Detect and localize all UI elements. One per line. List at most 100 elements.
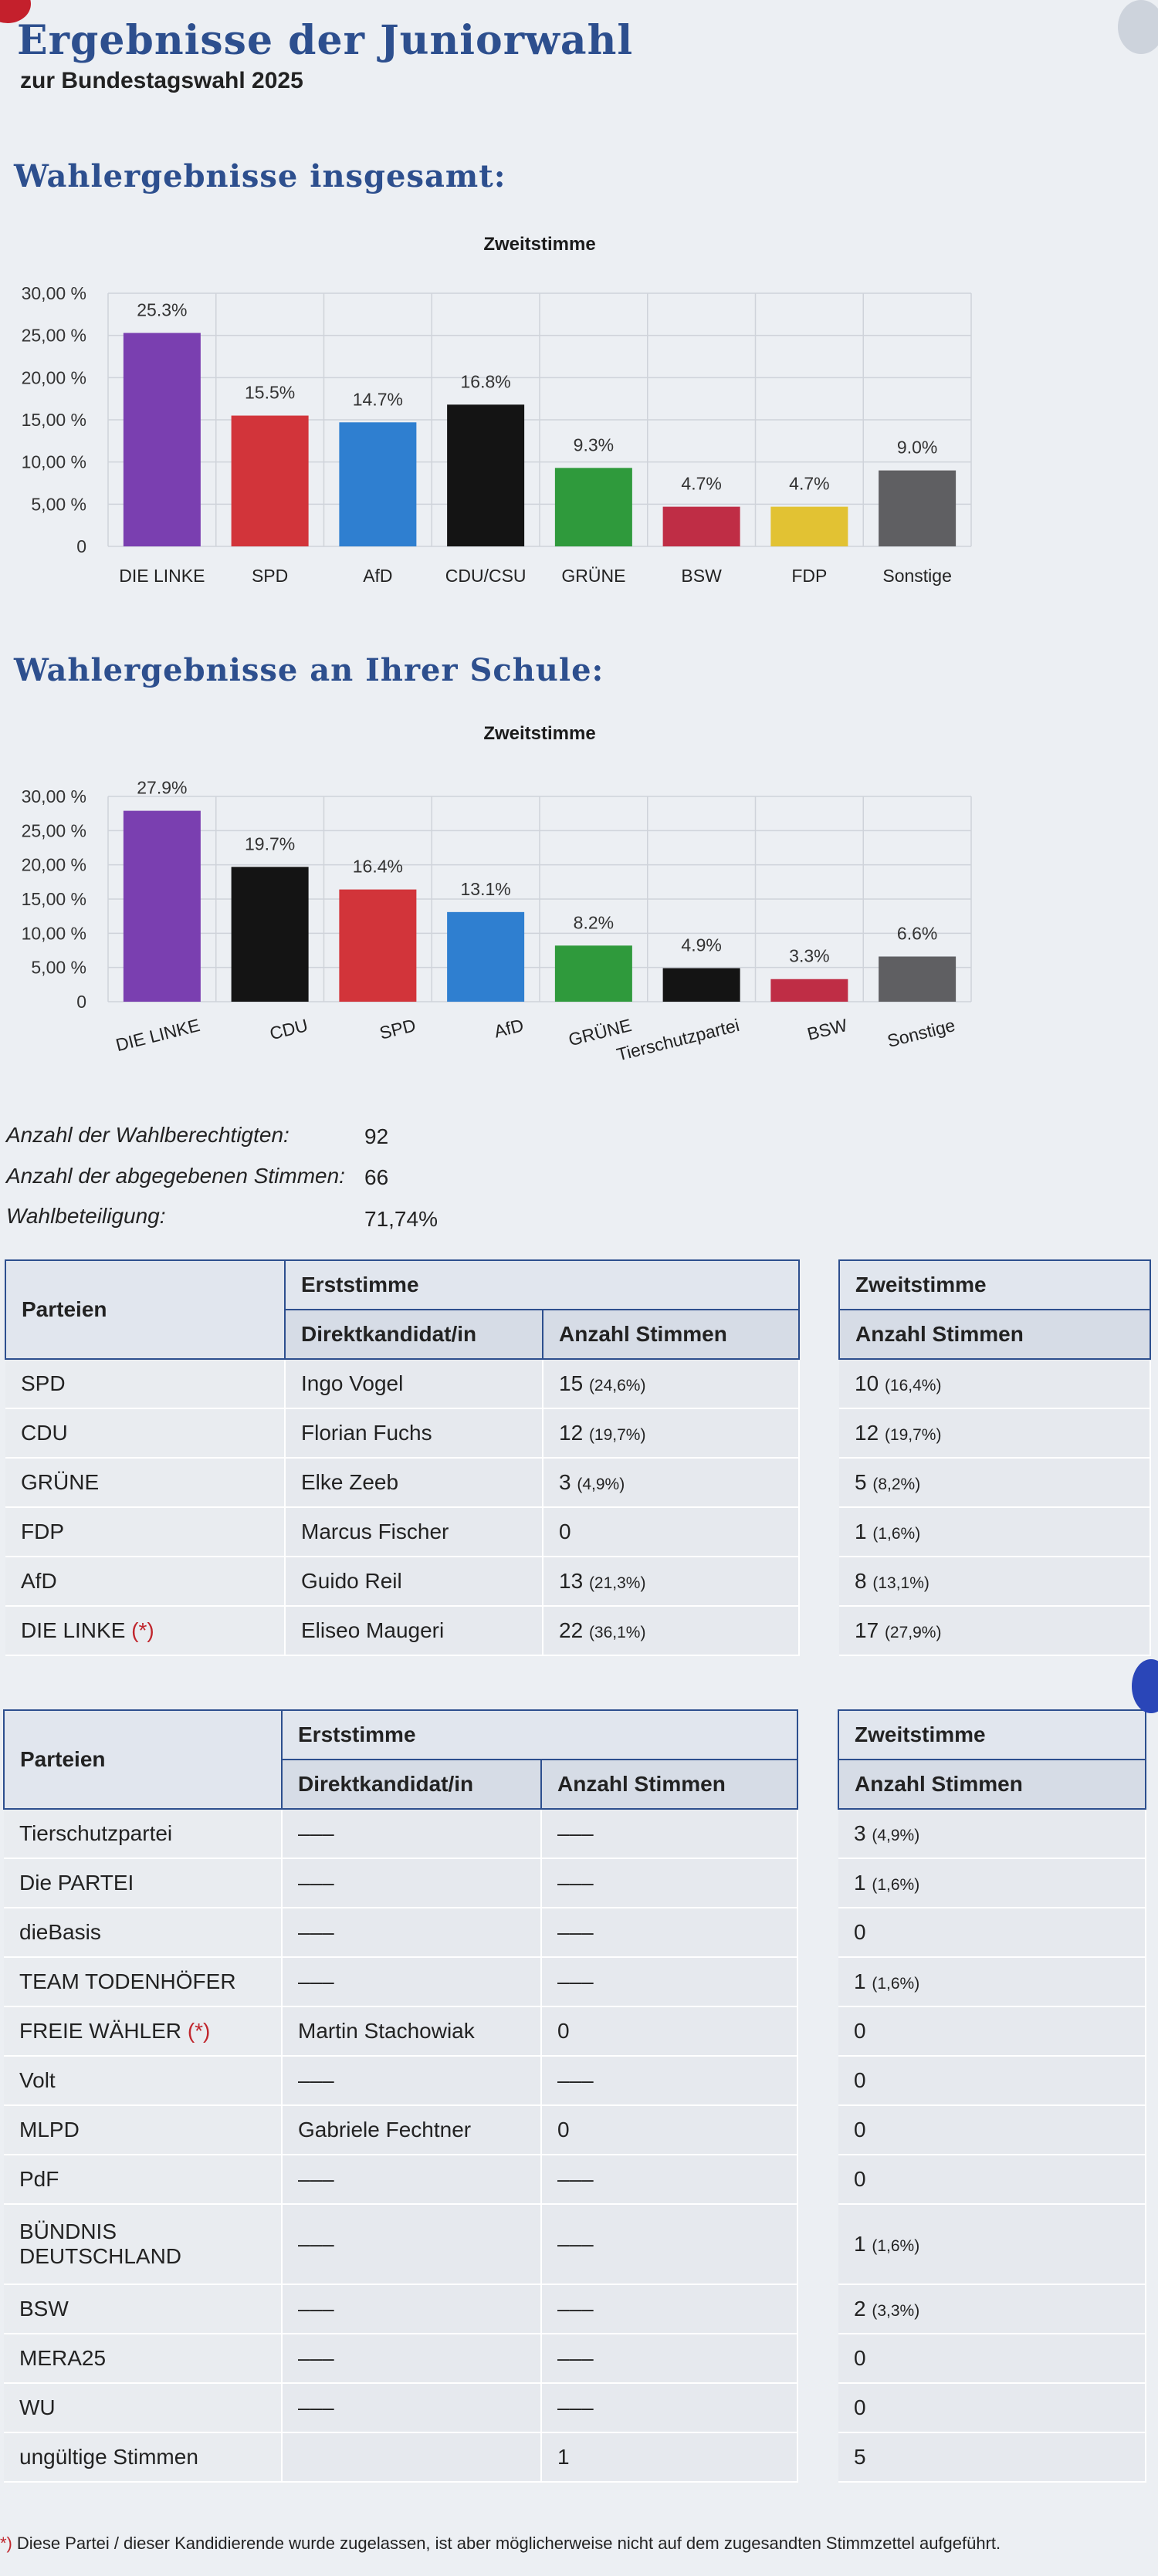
overall-x-tick-label: CDU/CSU: [445, 566, 527, 586]
second-vote-count-cell: 8 (13,1%): [839, 1557, 1151, 1607]
party-name-cell: PdF: [4, 2155, 283, 2205]
overall-bar: [123, 333, 201, 546]
first-vote-count: 0: [557, 2019, 570, 2043]
overall-chart-title: Zweitstimme: [483, 234, 595, 255]
party-name-cell: BÜNDNIS DEUTSCHLAND: [4, 2204, 283, 2285]
second-vote-count-cell: 1 (1,6%): [838, 1858, 1146, 1908]
pushpin-white: [1118, 0, 1158, 54]
table-row: BSW ––– –––: [4, 2284, 798, 2334]
second-vote-percent: (1,6%): [872, 2237, 920, 2255]
second-vote-count-cell: 1 (1,6%): [839, 1507, 1151, 1557]
second-vote-count: 0: [854, 2395, 866, 2419]
first-vote-count-cell: 13 (21,3%): [543, 1557, 800, 1607]
school-y-tick-label: 15,00 %: [22, 889, 86, 909]
party-name: dieBasis: [19, 1920, 101, 1944]
school-y-tick-label: 10,00 %: [22, 923, 86, 943]
party-name-cell: BSW: [4, 2284, 283, 2334]
second-vote-count-cell: 3 (4,9%): [838, 1809, 1146, 1859]
table-row: 1 (1,6%): [838, 1858, 1146, 1908]
overall-x-tick-label: BSW: [681, 566, 722, 586]
candidate-cell: –––: [282, 2155, 542, 2205]
table-row: MERA25 ––– –––: [4, 2334, 798, 2384]
party-name: GRÜNE: [21, 1470, 100, 1494]
second-vote-percent: (16,4%): [884, 1377, 942, 1394]
overall-data-label: 4.7%: [789, 474, 829, 494]
party-name-cell: MLPD: [4, 2105, 283, 2155]
table-row: dieBasis ––– –––: [4, 1908, 798, 1958]
candidate-name: –––: [298, 2068, 334, 2092]
second-vote-count: 0: [854, 2019, 866, 2043]
school-bar: [339, 889, 417, 1002]
candidate-cell: Elke Zeeb: [285, 1458, 543, 1508]
first-vote-count-cell: 0: [543, 1507, 800, 1557]
table-row: SPD Ingo Vogel 15 (24,6%): [5, 1359, 800, 1409]
table-row: GRÜNE Elke Zeeb 3 (4,9%): [5, 1458, 800, 1508]
candidate-name: –––: [298, 1920, 334, 1944]
overall-data-label: 9.3%: [574, 434, 614, 455]
school-y-tick-label: 30,00 %: [22, 786, 86, 806]
first-vote-count-cell: 0: [541, 2006, 798, 2057]
section-heading-overall: Wahlergebnisse insgesamt:: [14, 158, 506, 194]
first-vote-count: 13: [559, 1569, 584, 1593]
first-vote-count-cell: –––: [541, 2284, 798, 2334]
party-name: Die PARTEI: [19, 1871, 134, 1895]
school-bar: [123, 810, 201, 1002]
first-vote-count: –––: [557, 2297, 594, 2321]
table-row: FDP Marcus Fischer 0: [5, 1507, 800, 1557]
eligible-voters-value: 92: [364, 1124, 389, 1148]
school-data-label: 8.2%: [574, 912, 614, 932]
school-data-label: 3.3%: [789, 946, 829, 966]
second-vote-percent: (1,6%): [872, 1525, 921, 1543]
school-y-tick-label: 5,00 %: [31, 958, 86, 978]
second-vote-count: 3: [854, 1821, 866, 1845]
candidate-name: –––: [298, 1969, 334, 1993]
candidate-cell: [282, 2432, 542, 2483]
party-name: TEAM TODENHÖFER: [19, 1969, 236, 1993]
second-vote-count: 1: [854, 1969, 866, 1993]
second-vote-count: 0: [854, 2346, 866, 2370]
second-vote-percent: (27,9%): [884, 1624, 942, 1641]
second-vote-count: 8: [855, 1569, 867, 1593]
first-vote-percent: (4,9%): [577, 1476, 625, 1493]
header-vote-count: Anzahl Stimmen: [540, 1759, 798, 1810]
overall-bar: [662, 506, 740, 546]
overall-data-label: 14.7%: [353, 389, 403, 409]
school-bar: [231, 867, 309, 1002]
party-name-cell: GRÜNE: [5, 1458, 286, 1508]
overall-y-tick-label: 15,00 %: [22, 410, 86, 430]
overall-x-tick-label: FDP: [791, 566, 827, 586]
table-row: 12 (19,7%): [839, 1408, 1151, 1459]
first-vote-percent: (36,1%): [588, 1624, 646, 1641]
candidate-cell: Eliseo Maugeri: [285, 1606, 543, 1656]
first-vote-count-cell: 1: [541, 2432, 798, 2483]
header-second-vote: Zweitstimme: [838, 1259, 1151, 1310]
school-data-label: 16.4%: [353, 857, 403, 877]
candidate-name: –––: [298, 2395, 334, 2419]
table-row: 0: [838, 2006, 1146, 2057]
candidate-name: –––: [298, 2297, 334, 2321]
bar-chart-overall: Zweitstimme 0 5,00 % 10,00 % 15,00 % 20,00 % 2…: [22, 234, 972, 586]
overall-bar: [447, 404, 525, 546]
party-name: BSW: [19, 2297, 69, 2321]
school-bar: [554, 945, 632, 1002]
second-vote-count: 12: [855, 1421, 879, 1445]
table-row: BÜNDNIS DEUTSCHLAND ––– –––: [4, 2204, 798, 2285]
overall-x-tick-label: SPD: [252, 566, 288, 586]
candidate-name: Eliseo Maugeri: [301, 1618, 445, 1642]
first-vote-count-cell: –––: [541, 2334, 798, 2384]
party-name-cell: WU: [4, 2383, 283, 2433]
first-vote-count-cell: –––: [541, 1957, 798, 2007]
table-row: PdF ––– –––: [4, 2155, 798, 2205]
candidate-name: Guido Reil: [301, 1569, 402, 1593]
party-name: CDU: [21, 1421, 68, 1445]
table-row: DIE LINKE (*) Eliseo Maugeri 22 (36,1%): [5, 1606, 800, 1656]
header-candidate: Direktkandidat/in: [284, 1309, 543, 1360]
table-row: 1 (1,6%): [838, 2204, 1146, 2285]
school-bar: [662, 968, 740, 1002]
overall-y-tick-label: 20,00 %: [22, 367, 86, 387]
candidate-cell: –––: [282, 1908, 542, 1958]
first-vote-count: 3: [559, 1470, 571, 1494]
school-x-tick-label: CDU: [268, 1015, 310, 1043]
second-vote-count: 1: [854, 1871, 866, 1895]
party-name-cell: FREIE WÄHLER (*): [4, 2006, 283, 2057]
